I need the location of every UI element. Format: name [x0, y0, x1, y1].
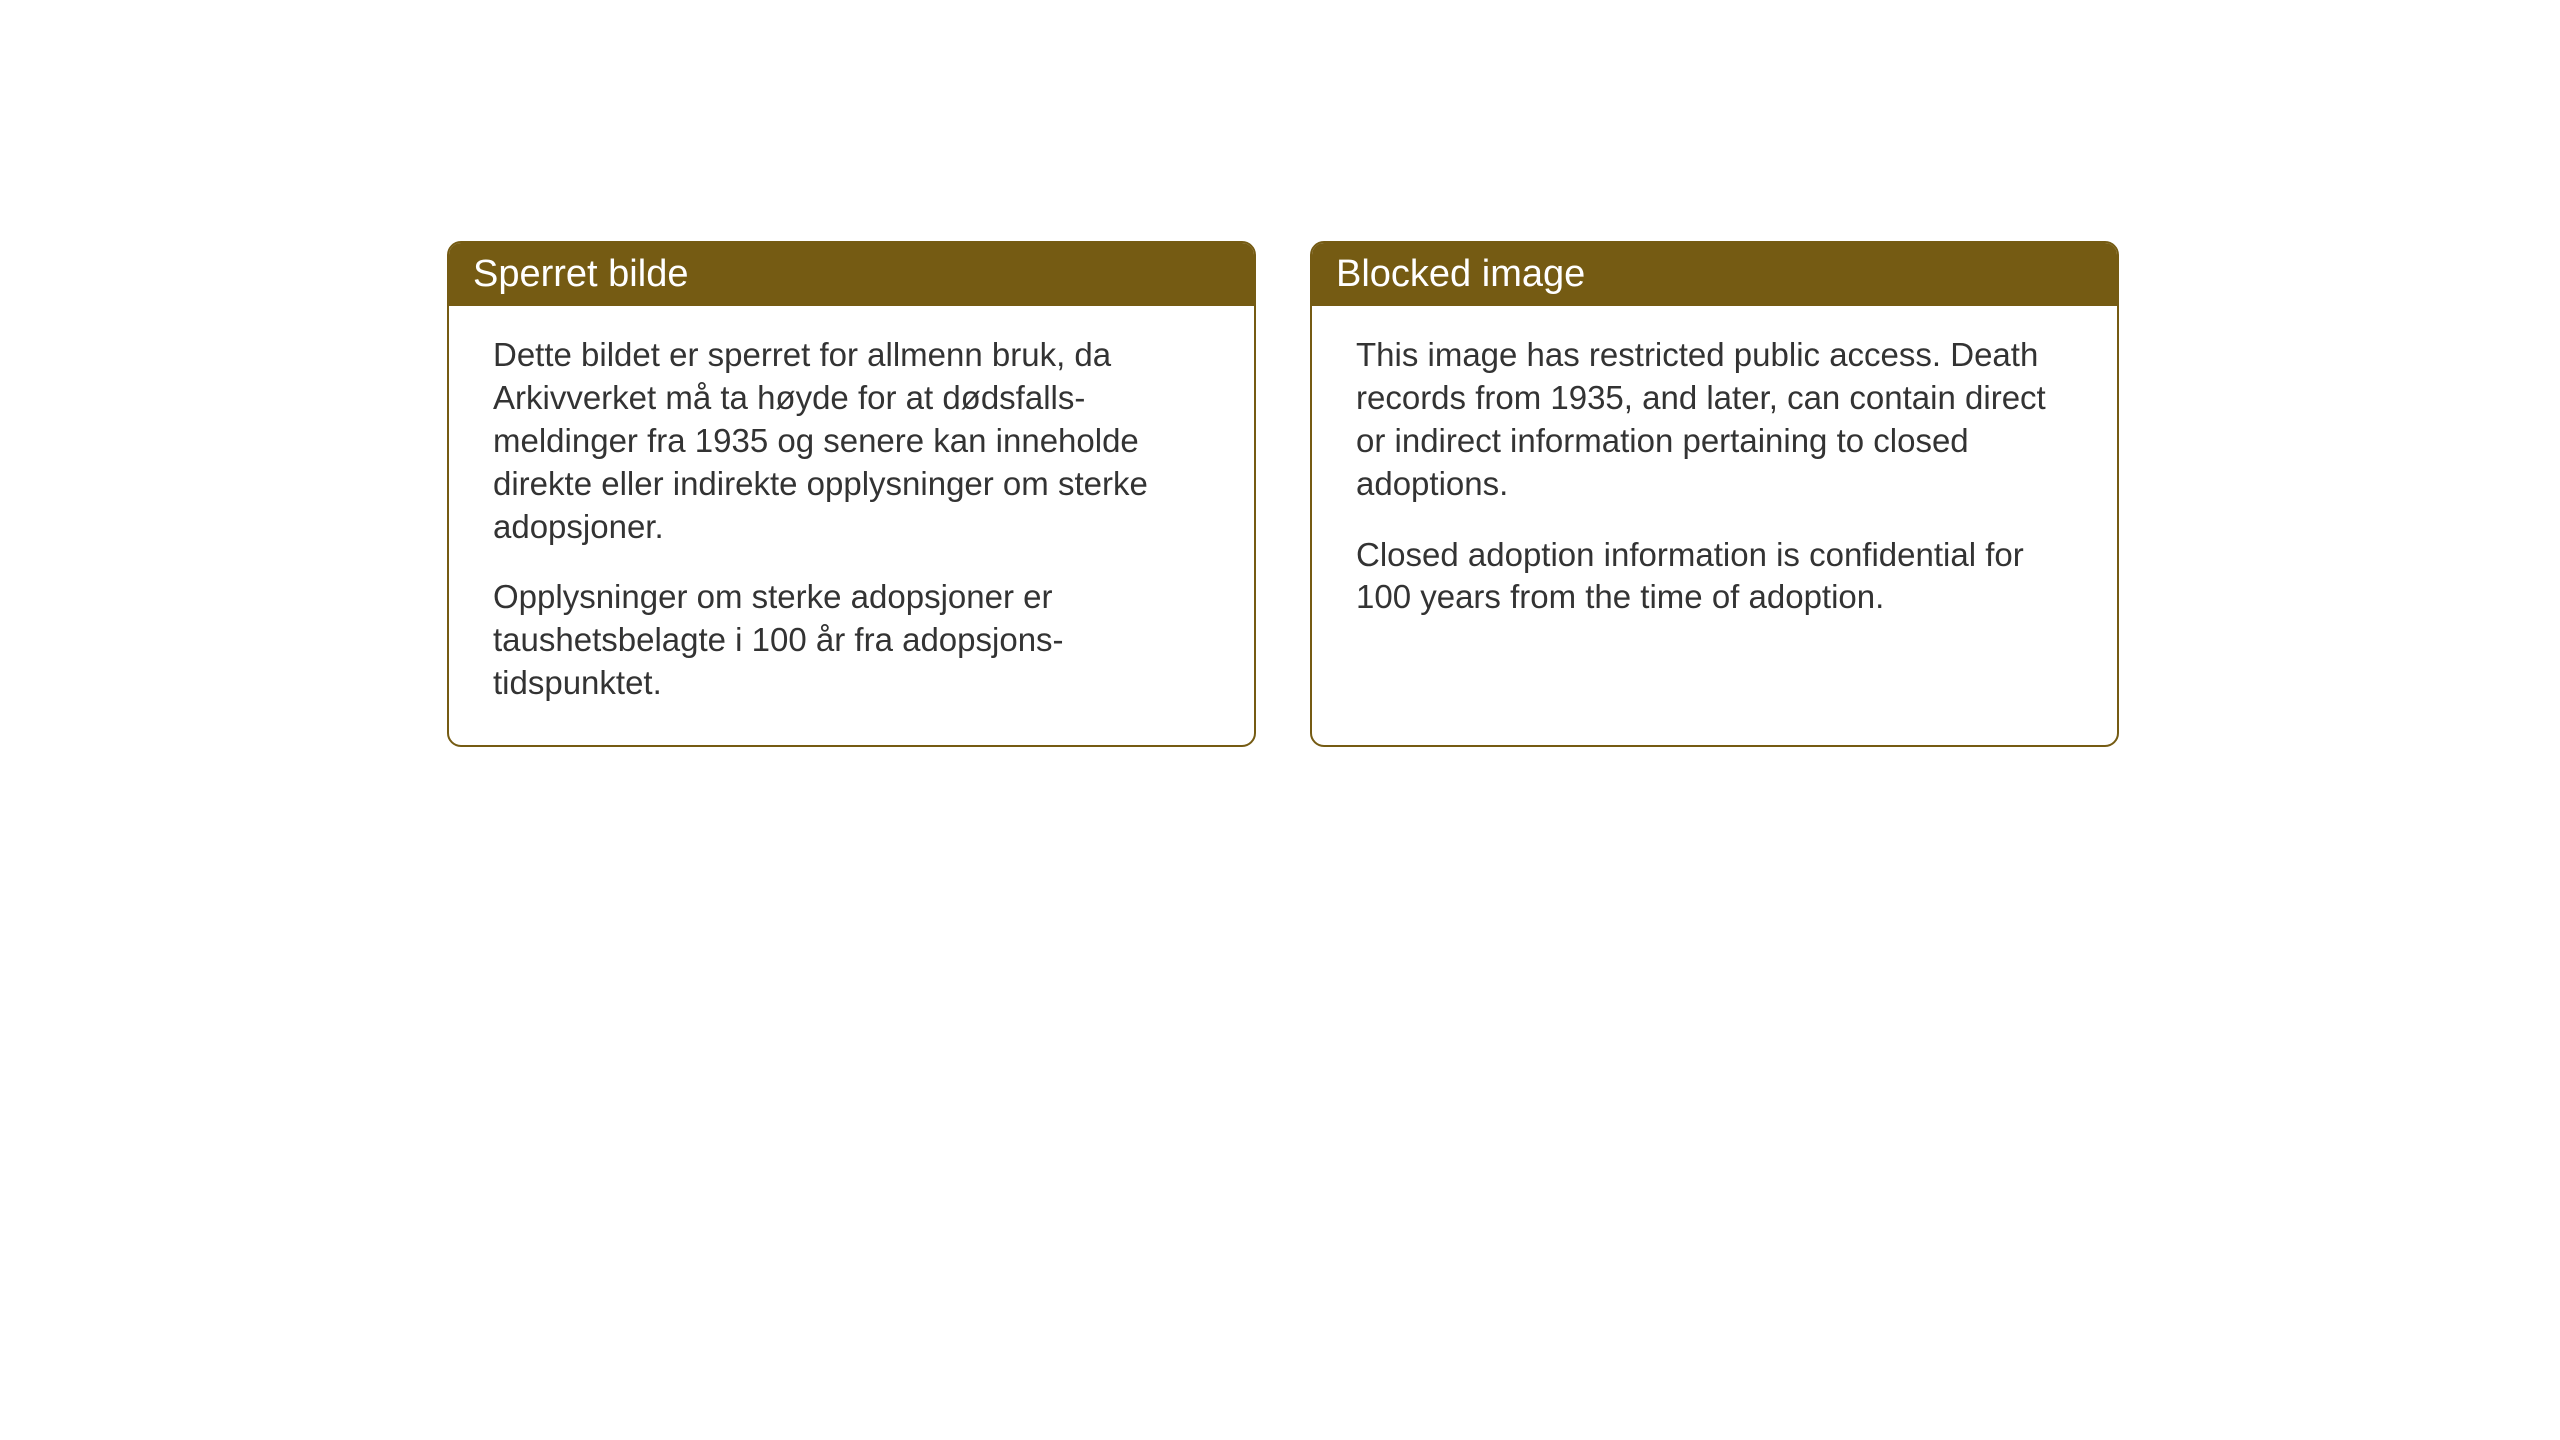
english-notice-card: Blocked image This image has restricted …	[1310, 241, 2119, 747]
english-paragraph-2: Closed adoption information is confident…	[1356, 534, 2073, 620]
norwegian-paragraph-2: Opplysninger om sterke adopsjoner er tau…	[493, 576, 1210, 705]
norwegian-card-title: Sperret bilde	[449, 243, 1254, 306]
norwegian-card-body: Dette bildet er sperret for allmenn bruk…	[449, 306, 1254, 745]
english-card-title: Blocked image	[1312, 243, 2117, 306]
english-card-body: This image has restricted public access.…	[1312, 306, 2117, 699]
english-paragraph-1: This image has restricted public access.…	[1356, 334, 2073, 506]
notice-cards-container: Sperret bilde Dette bildet er sperret fo…	[447, 241, 2119, 747]
norwegian-paragraph-1: Dette bildet er sperret for allmenn bruk…	[493, 334, 1210, 548]
norwegian-notice-card: Sperret bilde Dette bildet er sperret fo…	[447, 241, 1256, 747]
